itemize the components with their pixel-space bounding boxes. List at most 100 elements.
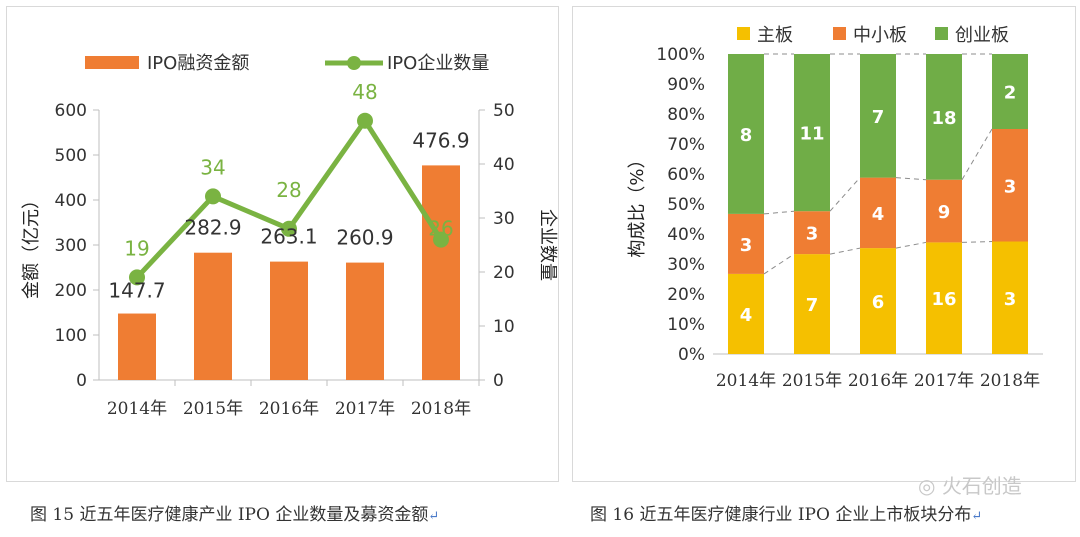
x-tick-label: 2018年 bbox=[411, 399, 471, 419]
bar bbox=[422, 165, 460, 380]
y2-tick-label: 10 bbox=[493, 317, 515, 337]
segment-data-label: 7 bbox=[872, 107, 885, 128]
bar bbox=[118, 313, 156, 380]
return-mark-icon: ↵ bbox=[971, 509, 983, 524]
stacked-bar-segment bbox=[728, 54, 764, 214]
line-data-label: 48 bbox=[352, 80, 377, 104]
y-axis-title: 金额（亿元） bbox=[21, 191, 42, 299]
y-tick-label: 300 bbox=[55, 236, 87, 256]
legend-label: IPO企业数量 bbox=[387, 53, 489, 74]
y2-tick-label: 40 bbox=[493, 155, 515, 175]
y-tick-label: 100% bbox=[656, 45, 705, 65]
legend-swatch-marker bbox=[347, 56, 361, 70]
stacked-bar-segment bbox=[926, 54, 962, 180]
segment-data-label: 4 bbox=[872, 204, 885, 225]
bar-data-label: 260.9 bbox=[336, 226, 393, 250]
segment-data-label: 2 bbox=[1004, 83, 1017, 104]
stacked-bar-segment bbox=[992, 54, 1028, 129]
line-data-label: 19 bbox=[124, 236, 149, 260]
watermark-icon: ◎ bbox=[918, 474, 942, 498]
stacked-bar-segment bbox=[728, 213, 764, 274]
return-mark-icon: ↵ bbox=[428, 509, 440, 524]
stacked-bar-segment bbox=[860, 177, 896, 249]
stacked-bar-segment bbox=[794, 211, 830, 255]
segment-data-label: 6 bbox=[872, 292, 885, 313]
y-tick-label: 50% bbox=[667, 195, 705, 215]
y-tick-label: 70% bbox=[667, 135, 705, 155]
y-tick-label: 600 bbox=[55, 101, 87, 121]
legend-swatch bbox=[737, 27, 750, 40]
segment-data-label: 3 bbox=[740, 235, 753, 256]
legend-swatch-bar bbox=[85, 56, 139, 69]
legend-label: IPO融资金额 bbox=[147, 53, 249, 74]
bar bbox=[194, 252, 232, 380]
x-tick-label: 2017年 bbox=[335, 399, 395, 419]
stacked-bar-segment bbox=[992, 241, 1028, 354]
series-connector-line bbox=[895, 241, 927, 249]
segment-data-label: 9 bbox=[938, 202, 951, 223]
y-tick-label: 200 bbox=[55, 281, 87, 301]
segment-data-label: 16 bbox=[931, 289, 956, 310]
line-data-label: 28 bbox=[276, 178, 301, 202]
watermark-text: 火石创造 bbox=[941, 474, 1022, 498]
segment-data-label: 3 bbox=[806, 224, 819, 245]
x-tick-label: 2016年 bbox=[259, 399, 319, 419]
y2-tick-label: 50 bbox=[493, 101, 515, 121]
y-tick-label: 90% bbox=[667, 75, 705, 95]
segment-data-label: 4 bbox=[740, 305, 753, 326]
legend-swatch bbox=[833, 27, 846, 40]
y-tick-label: 0% bbox=[678, 345, 705, 365]
series-connector-line bbox=[961, 241, 993, 243]
x-tick-label: 2015年 bbox=[782, 371, 842, 391]
y-axis-title: 构成比（%） bbox=[627, 150, 648, 257]
bar-data-label: 263.1 bbox=[260, 225, 317, 249]
chart-board-distribution: 0% 10% 20% 30% 40% 50% 60% 70% 80% 90% 100% 构成比（%） 2… bbox=[572, 6, 1076, 482]
stacked-bar-segment bbox=[860, 54, 896, 178]
legend-swatch bbox=[935, 27, 948, 40]
y2-tick-label: 20 bbox=[493, 263, 515, 283]
y-tick-label: 60% bbox=[667, 165, 705, 185]
y-tick-label: 80% bbox=[667, 105, 705, 125]
x-tick-label: 2017年 bbox=[914, 371, 974, 391]
y2-tick-label: 0 bbox=[493, 371, 504, 391]
bar-data-label: 147.7 bbox=[108, 279, 165, 303]
stacked-bar-segment bbox=[926, 179, 962, 243]
line-point bbox=[357, 112, 373, 129]
y-tick-label: 10% bbox=[667, 315, 705, 335]
y-tick-label: 400 bbox=[55, 191, 87, 211]
x-tick-label: 2014年 bbox=[107, 399, 167, 419]
y-tick-label: 500 bbox=[55, 146, 87, 166]
x-tick-label: 2014年 bbox=[716, 371, 776, 391]
caption-figure-16: 图 16 近五年医疗健康行业 IPO 企业上市板块分布↵ bbox=[590, 500, 982, 525]
line-point bbox=[281, 220, 297, 237]
stacked-chart-svg: 0% 10% 20% 30% 40% 50% 60% 70% 80% 90% 100% 构成比（%） 2… bbox=[627, 25, 1043, 391]
x-tick-label: 2016年 bbox=[848, 371, 908, 391]
watermark: ◎ 火石创造 bbox=[918, 470, 1022, 499]
combo-chart-svg: 0 100 200 300 400 500 600 0 10 20 30 40 50 2014年 2015年… bbox=[21, 53, 558, 419]
bar bbox=[346, 262, 384, 380]
bar-data-label: 282.9 bbox=[184, 216, 241, 240]
y-tick-label: 0 bbox=[76, 371, 87, 391]
series-connector-line bbox=[829, 247, 861, 255]
caption-figure-15: 图 15 近五年医疗健康产业 IPO 企业数量及募资金额↵ bbox=[30, 500, 439, 525]
series-connector-line bbox=[961, 128, 993, 180]
y-tick-label: 20% bbox=[667, 285, 705, 305]
x-tick-label: 2015年 bbox=[183, 399, 243, 419]
line-point bbox=[433, 231, 449, 248]
x-tick-label: 2018年 bbox=[980, 371, 1040, 391]
legend-label: 主板 bbox=[757, 25, 793, 46]
legend-label: 中小板 bbox=[853, 25, 907, 46]
caption-text: 图 15 近五年医疗健康产业 IPO 企业数量及募资金额 bbox=[30, 505, 429, 525]
segment-data-label: 18 bbox=[931, 108, 956, 129]
y-tick-label: 100 bbox=[55, 326, 87, 346]
stacked-bar-segment bbox=[728, 273, 764, 354]
stacked-bar-segment bbox=[926, 242, 962, 354]
stacked-bar-segment bbox=[860, 248, 896, 354]
stacked-bar-segment bbox=[794, 54, 830, 212]
segment-data-label: 11 bbox=[799, 124, 824, 145]
stacked-bar-segment bbox=[992, 129, 1028, 242]
stacked-bar-segment bbox=[794, 254, 830, 354]
chart-ipo-amount-count: 0 100 200 300 400 500 600 0 10 20 30 40 50 2014年 2015年… bbox=[6, 6, 559, 482]
caption-text: 图 16 近五年医疗健康行业 IPO 企业上市板块分布 bbox=[590, 505, 972, 525]
y2-axis-title: 企业数量 bbox=[537, 209, 558, 281]
